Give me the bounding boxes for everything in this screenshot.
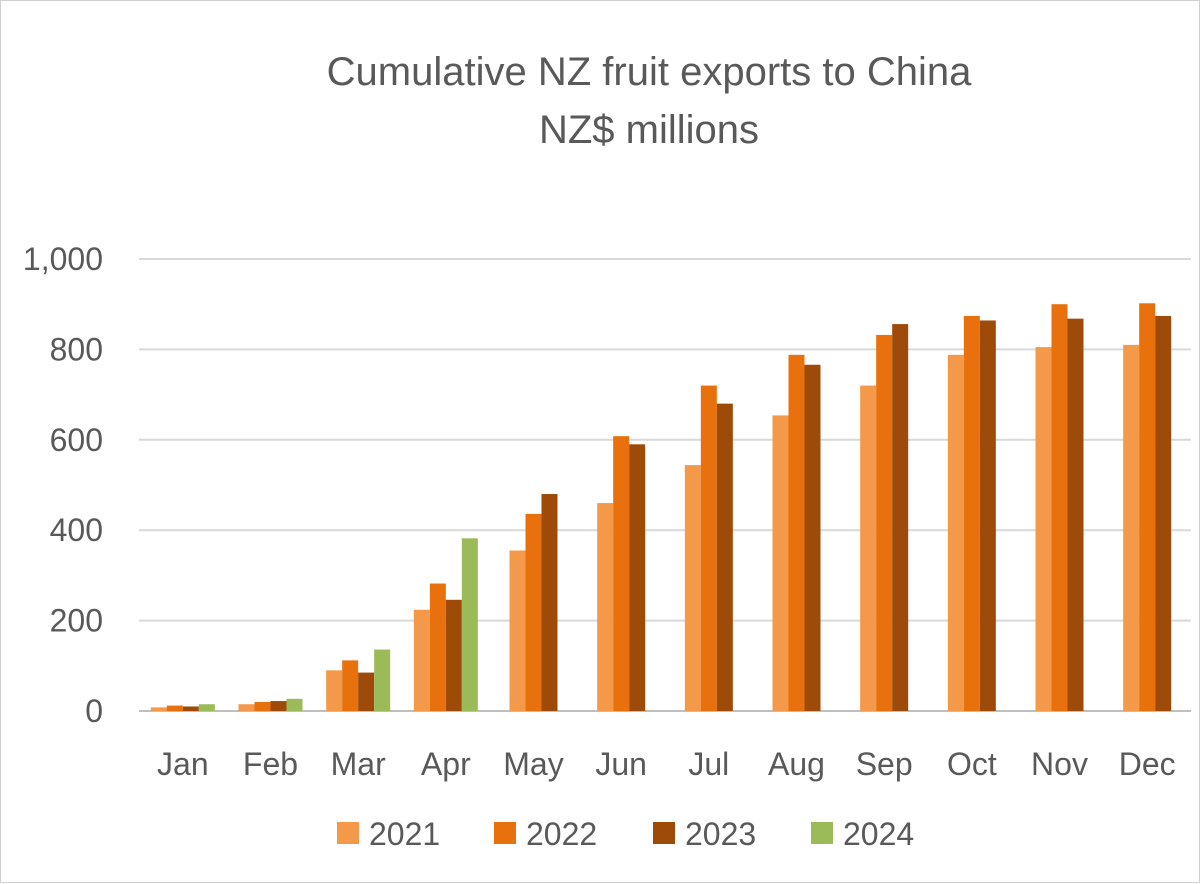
bar-2022-mar — [342, 660, 359, 711]
x-tick-label: Dec — [1119, 746, 1176, 782]
bar-2024-apr — [461, 538, 478, 711]
bar-2022-jan — [166, 705, 183, 711]
y-tick-label: 600 — [50, 422, 103, 458]
y-tick-label: 1,000 — [23, 241, 103, 277]
bar-2021-sep — [860, 385, 877, 711]
bar-2023-nov — [1067, 318, 1084, 711]
bar-2023-oct — [979, 320, 996, 711]
x-tick-label: Nov — [1031, 746, 1088, 782]
bar-2021-may — [509, 550, 526, 711]
chart-subtitle: NZ$ millions — [538, 108, 760, 152]
x-tick-label: Mar — [331, 746, 386, 782]
bar-2024-feb — [286, 698, 303, 711]
bar-2023-dec — [1155, 315, 1172, 711]
bar-2022-jul — [700, 385, 717, 711]
bar-2021-oct — [947, 354, 964, 711]
legend-label-2022: 2022 — [526, 816, 597, 852]
x-tick-label: Apr — [421, 746, 471, 782]
chart-title: Cumulative NZ fruit exports to China — [326, 50, 972, 94]
bar-2022-dec — [1139, 303, 1156, 711]
bar-2022-aug — [788, 354, 805, 711]
bar-2022-jun — [613, 436, 630, 711]
bar-2023-jan — [182, 706, 199, 711]
x-tick-label: Jul — [688, 746, 729, 782]
legend-label-2024: 2024 — [843, 816, 914, 852]
bar-2021-aug — [772, 415, 789, 711]
bar-2021-jul — [684, 465, 701, 711]
y-tick-label: 400 — [50, 512, 103, 548]
chart-title-block: Cumulative NZ fruit exports to China NZ$… — [1, 43, 1200, 159]
x-tick-label: Feb — [243, 746, 298, 782]
bar-2021-jun — [597, 503, 614, 711]
x-tick-label: Aug — [768, 746, 825, 782]
y-tick-label: 0 — [85, 693, 103, 729]
legend-label-2021: 2021 — [369, 816, 440, 852]
bar-2023-feb — [270, 701, 287, 711]
bar-2022-feb — [254, 701, 271, 711]
bar-2022-sep — [876, 334, 893, 711]
x-tick-label: Jun — [595, 746, 647, 782]
bar-2021-mar — [326, 670, 343, 711]
bar-2021-feb — [238, 704, 255, 711]
x-tick-label: Jan — [157, 746, 209, 782]
bar-2022-nov — [1051, 304, 1068, 711]
bar-2024-mar — [374, 649, 391, 711]
bar-2022-apr — [429, 583, 446, 711]
bar-2022-may — [525, 513, 542, 711]
bar-2021-dec — [1123, 344, 1140, 711]
y-tick-label: 200 — [50, 603, 103, 639]
bar-2023-mar — [358, 672, 375, 711]
y-tick-label: 800 — [50, 331, 103, 367]
bar-2022-oct — [963, 315, 980, 711]
x-tick-label: Oct — [947, 746, 997, 782]
legend-swatch-2023 — [653, 822, 675, 844]
legend-swatch-2022 — [494, 822, 516, 844]
bar-2023-apr — [445, 599, 462, 711]
legend-label-2023: 2023 — [685, 816, 756, 852]
legend-swatch-2024 — [811, 822, 833, 844]
bar-2021-apr — [413, 609, 430, 711]
bar-2021-nov — [1035, 347, 1052, 711]
bar-2023-may — [541, 494, 558, 711]
bar-2024-jan — [198, 704, 215, 711]
legend-swatch-2021 — [337, 822, 359, 844]
bar-2023-jul — [716, 403, 733, 711]
bar-2023-jun — [629, 444, 646, 711]
bar-2023-aug — [804, 364, 821, 711]
bar-2023-sep — [892, 324, 909, 711]
x-tick-label: May — [503, 746, 563, 782]
bar-2021-jan — [150, 707, 167, 711]
x-tick-label: Sep — [856, 746, 913, 782]
